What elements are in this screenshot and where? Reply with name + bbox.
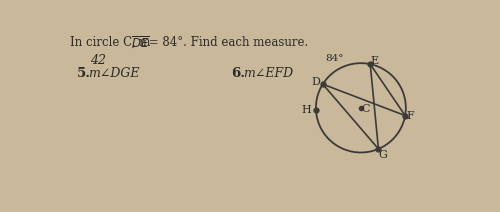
Text: m∠EFD: m∠EFD [243, 67, 293, 80]
Text: 42: 42 [90, 54, 106, 67]
Text: E: E [371, 56, 379, 66]
Text: G: G [378, 150, 387, 160]
Text: 6.: 6. [232, 67, 245, 80]
Text: In circle C, m: In circle C, m [70, 36, 150, 49]
Text: C: C [362, 104, 370, 114]
Text: = 84°. Find each measure.: = 84°. Find each measure. [146, 36, 308, 49]
Text: $\overline{DE}$: $\overline{DE}$ [130, 35, 149, 51]
Text: m∠DGE: m∠DGE [88, 67, 140, 80]
Text: H: H [302, 105, 312, 115]
Text: F: F [406, 111, 414, 121]
Text: 5.: 5. [76, 67, 90, 80]
Text: 84°: 84° [325, 54, 344, 63]
Text: D: D [312, 77, 320, 87]
